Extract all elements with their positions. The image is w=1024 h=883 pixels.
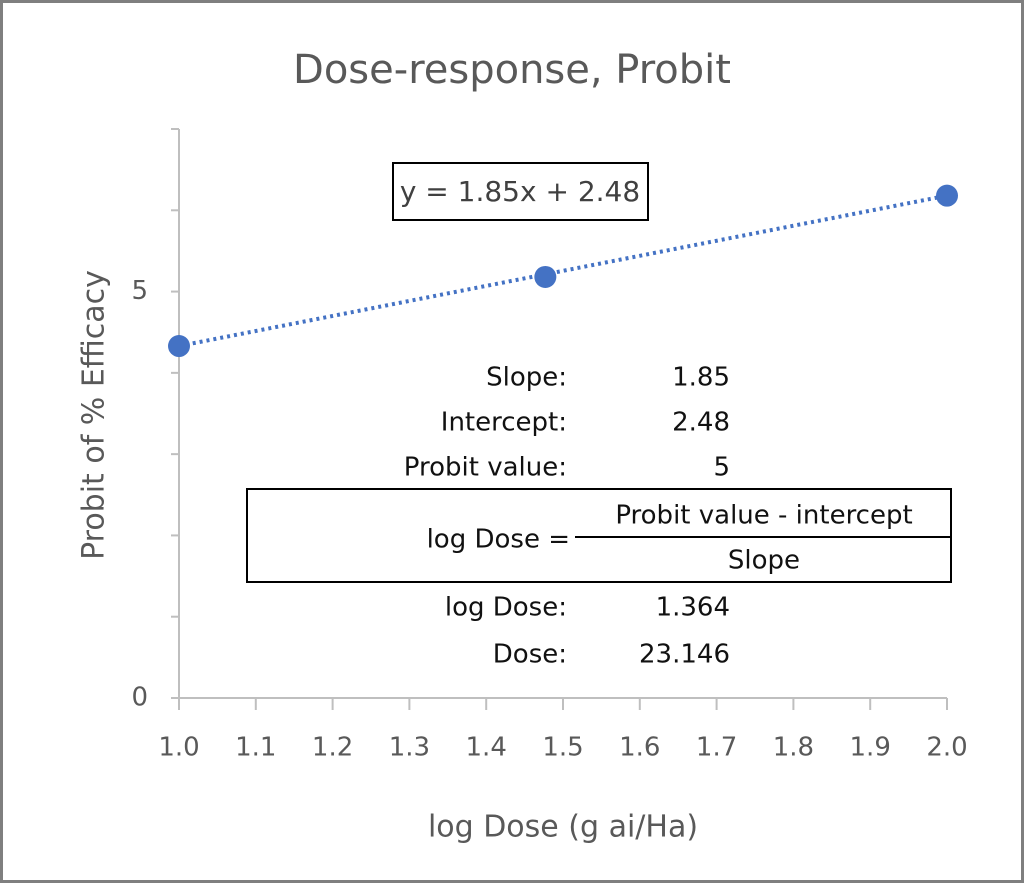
x-tick-label: 1.8 — [773, 733, 814, 763]
formula-lhs: log Dose = — [427, 525, 570, 555]
trendline — [178, 193, 948, 348]
annotation-value: 5 — [713, 453, 730, 483]
formula-numerator: Probit value - intercept — [615, 501, 912, 531]
trendline-label: y = 1.85x + 2.48 — [400, 175, 640, 208]
data-point — [936, 184, 958, 207]
annotation-value: 2.48 — [672, 408, 730, 438]
annotation-label: Slope: — [486, 363, 567, 393]
y-tick-label: 5 — [131, 276, 148, 306]
formula-box — [246, 488, 952, 583]
annotation-label: Dose: — [493, 640, 567, 670]
chart-title: Dose-response, Probit — [293, 47, 731, 93]
y-tick-label: 0 — [131, 683, 148, 713]
x-tick-label: 1.5 — [542, 733, 583, 763]
x-tick-label: 1.4 — [466, 733, 507, 763]
x-tick-label: 1.3 — [389, 733, 430, 763]
x-tick-label: 1.9 — [850, 733, 891, 763]
formula-denominator: Slope — [728, 546, 800, 576]
x-axis-label: log Dose (g ai/Ha) — [428, 810, 698, 845]
x-tick-label: 1.2 — [312, 733, 353, 763]
annotation-value: 23.146 — [639, 640, 730, 670]
x-tick-label: 1.0 — [158, 733, 199, 763]
x-tick-label: 1.1 — [235, 733, 276, 763]
x-tick-label: 2.0 — [926, 733, 967, 763]
x-tick-label: 1.6 — [619, 733, 660, 763]
annotation-label: log Dose: — [445, 593, 567, 623]
annotation-label: Probit value: — [404, 453, 567, 483]
annotation-label: Intercept: — [441, 408, 567, 438]
trendline-label-box — [392, 162, 649, 221]
data-point — [534, 265, 557, 288]
x-tick-label: 1.7 — [696, 733, 737, 763]
annotation-value: 1.85 — [672, 363, 730, 393]
annotation-value: 1.364 — [656, 593, 730, 623]
data-point — [168, 335, 190, 358]
y-axis-label: Probit of % Efficacy — [77, 270, 112, 560]
